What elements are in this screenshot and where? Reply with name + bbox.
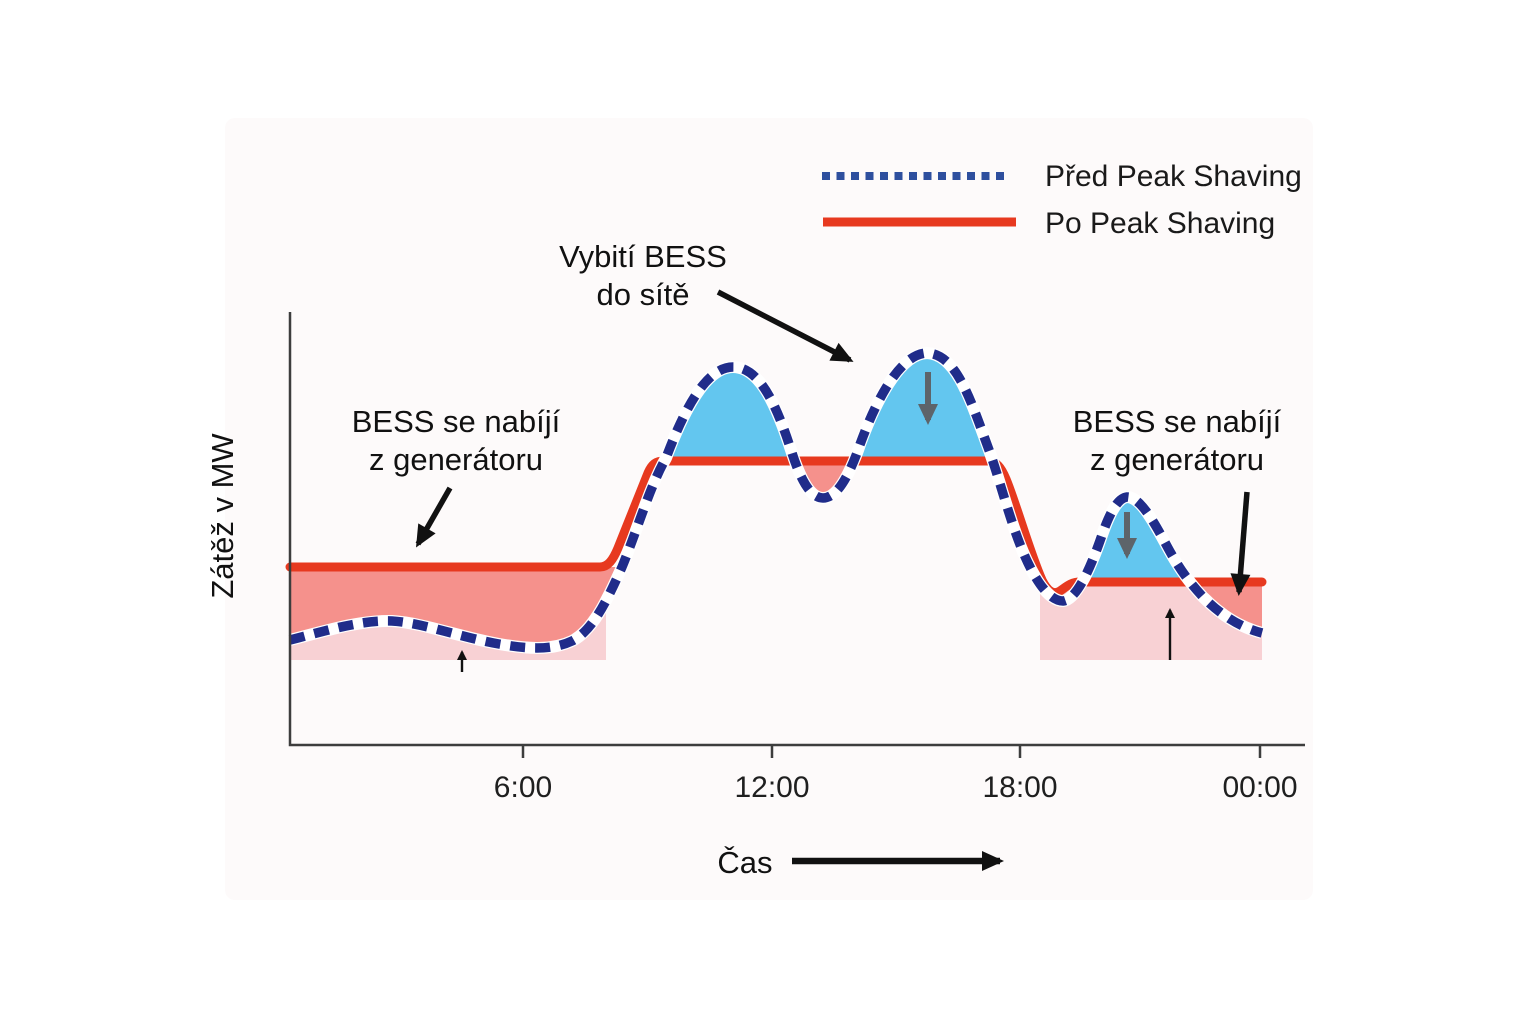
x-tick-6: 6:00	[494, 771, 552, 804]
charge-left-annotation-line1: BESS se nabíjí	[352, 404, 561, 439]
charge-left-annotation-arrow	[415, 486, 453, 548]
axis-ticks	[521, 745, 1262, 758]
before-peak-shaving-line	[288, 348, 1264, 653]
after-peak-shaving-line	[285, 456, 1267, 598]
discharge-annotation-line1: Vybití BESS	[559, 239, 727, 274]
charge-left-annotation-line2: z generátoru	[369, 442, 543, 477]
x-tick-18: 18:00	[982, 771, 1057, 804]
discharge-annotation-arrow	[716, 289, 854, 363]
x-tick-24: 00:00	[1222, 771, 1297, 804]
legend-before-label: Před Peak Shaving	[1045, 160, 1302, 193]
x-tick-12: 12:00	[734, 771, 809, 804]
charge-right-annotation-line2: z generátoru	[1090, 442, 1264, 477]
axes-lines	[288, 312, 1305, 747]
stored-energy-fill-morning	[290, 604, 606, 660]
discharge-annotation-line2: do sítě	[596, 277, 689, 312]
y-axis-label: Zátěž v MW	[205, 433, 240, 599]
charge-fill-morning	[290, 567, 617, 648]
legend-after-label: Po Peak Shaving	[1045, 207, 1275, 240]
x-axis-label: Čas	[717, 845, 772, 880]
charge-right-annotation-arrow	[1230, 491, 1251, 596]
charge-right-annotation-line1: BESS se nabíjí	[1073, 404, 1282, 439]
